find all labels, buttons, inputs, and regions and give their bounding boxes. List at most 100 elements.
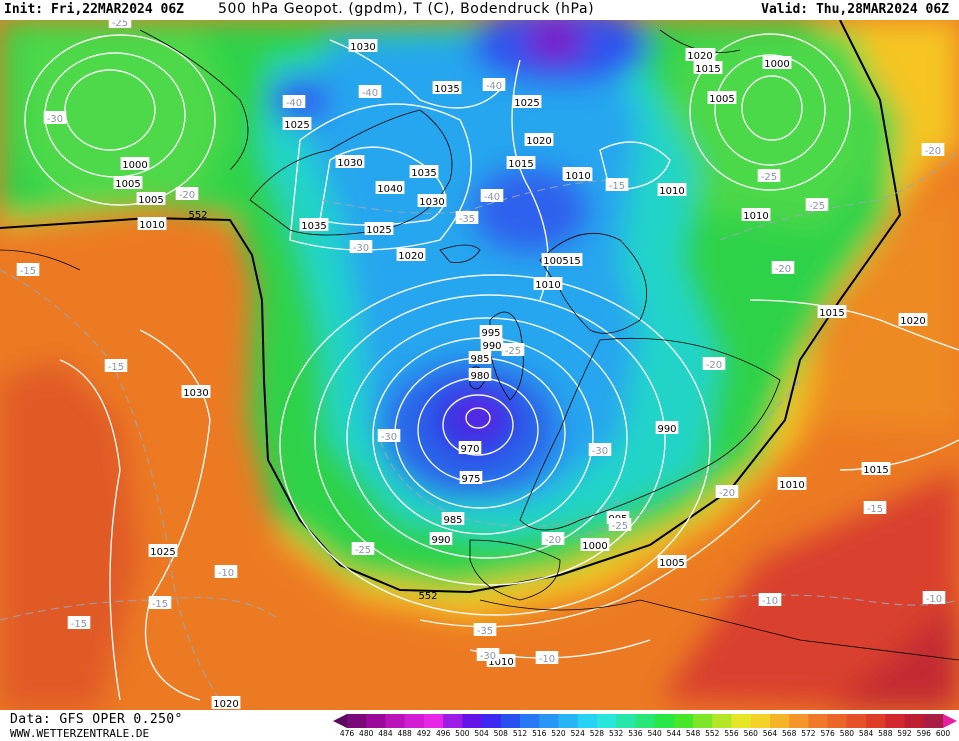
scale-swatch: [750, 714, 771, 728]
scale-swatch: [500, 714, 521, 728]
svg-text:-40: -40: [286, 98, 302, 109]
valid-time: Valid: Thu,28MAR2024 06Z: [761, 2, 949, 17]
svg-text:-15: -15: [108, 362, 124, 373]
scale-swatch: [347, 714, 367, 728]
svg-text:-40: -40: [362, 88, 378, 99]
svg-text:-15: -15: [152, 599, 168, 610]
scale-tick-label: 492: [416, 729, 432, 738]
scale-swatch: [827, 714, 848, 728]
svg-text:1035: 1035: [411, 168, 436, 179]
scale-swatch: [673, 714, 694, 728]
svg-text:970: 970: [460, 444, 479, 455]
data-source-label: Data: GFS OPER 0.250°: [10, 712, 183, 727]
geopotential-label: 552: [188, 210, 207, 221]
isobar-label: 1010: [533, 277, 563, 291]
isotherm-label: -30: [43, 111, 67, 125]
svg-text:995: 995: [481, 328, 500, 339]
svg-text:1005: 1005: [543, 256, 568, 267]
isobar-label: 1015: [693, 61, 723, 75]
isobar-label: 1010: [777, 477, 807, 491]
isobar-label: 990: [429, 532, 453, 546]
svg-text:-25: -25: [355, 545, 371, 556]
init-time: Init: Fri,22MAR2024 06Z: [4, 2, 185, 17]
svg-text:980: 980: [470, 371, 489, 382]
svg-text:-40: -40: [486, 81, 502, 92]
svg-text:1015: 1015: [863, 465, 888, 476]
scale-swatch: [712, 714, 733, 728]
scale-tick-label: 596: [916, 729, 931, 738]
isobar-label: 1025: [282, 117, 312, 131]
isobar-label: 1015: [506, 156, 536, 170]
isotherm-label: -20: [921, 143, 945, 157]
isotherm-label: -15: [67, 616, 91, 630]
svg-text:-10: -10: [762, 596, 778, 607]
isotherm-label: -40: [482, 78, 506, 92]
scale-swatch: [616, 714, 636, 728]
scale-tick-label: 500: [455, 729, 470, 738]
svg-text:-15: -15: [867, 504, 883, 515]
isobar-label: 1035: [299, 218, 329, 232]
isotherm-label: -20: [715, 485, 739, 499]
isobar-label: 1040: [375, 181, 405, 195]
scale-tick-label: 532: [608, 729, 624, 738]
svg-text:1010: 1010: [535, 280, 560, 291]
scale-tick-label: 572: [801, 729, 816, 738]
svg-text:-35: -35: [477, 626, 493, 637]
svg-text:990: 990: [657, 424, 676, 435]
isobar-label: 1025: [512, 95, 542, 109]
scale-tick-label: 528: [589, 729, 605, 738]
svg-text:1005: 1005: [659, 558, 684, 569]
map-canvas: 1030 1035 1025 1030 1035 1040 1030 1035 1025 1020…: [0, 20, 959, 710]
isotherm-label: -20: [771, 261, 795, 275]
isobar-label: 1005: [657, 555, 687, 569]
isobar-label: 1005: [707, 91, 737, 105]
scale-tick-label: 484: [378, 729, 393, 738]
svg-text:-15: -15: [609, 181, 625, 192]
svg-text:-25: -25: [809, 201, 825, 212]
scale-tick-label: 488: [397, 729, 412, 738]
svg-text:1035: 1035: [301, 221, 326, 232]
scale-swatch: [769, 714, 790, 728]
isotherm-label: -30: [377, 429, 401, 443]
svg-text:1020: 1020: [213, 699, 238, 710]
svg-text:1010: 1010: [743, 211, 768, 222]
svg-text:1015: 1015: [508, 159, 533, 170]
scale-swatch: [481, 714, 502, 728]
isotherm-label: -20: [541, 532, 565, 546]
scale-swatch: [654, 714, 675, 728]
svg-text:-30: -30: [47, 114, 63, 125]
scale-swatch: [866, 714, 886, 728]
svg-text:1030: 1030: [337, 158, 362, 169]
svg-text:-25: -25: [612, 521, 628, 532]
scale-swatch: [885, 714, 906, 728]
scale-tick-label: 556: [724, 729, 739, 738]
scale-arrow-low: [333, 714, 347, 728]
isotherm-label: -10: [535, 651, 559, 665]
isobar-label: 1015: [861, 462, 891, 476]
scale-tick-label: 516: [532, 729, 547, 738]
svg-text:1020: 1020: [687, 51, 712, 62]
isotherm-label: -40: [358, 85, 382, 99]
scale-swatch: [904, 714, 925, 728]
svg-text:1010: 1010: [565, 171, 590, 182]
map-title: 500 hPa Geopot. (gpdm), T (C), Bodendruc…: [218, 1, 595, 17]
svg-text:1020: 1020: [900, 316, 925, 327]
svg-text:-20: -20: [719, 488, 735, 499]
scale-tick-label: 564: [762, 729, 778, 738]
isobar-label: 1025: [364, 222, 394, 236]
scale-tick-label: 560: [743, 729, 758, 738]
svg-text:1015: 1015: [819, 308, 844, 319]
scale-swatch: [577, 714, 598, 728]
svg-text:985: 985: [470, 354, 489, 365]
svg-text:-15: -15: [20, 266, 36, 277]
isobar-label: 1020: [898, 313, 928, 327]
svg-text:-20: -20: [179, 190, 195, 201]
isobar-label: 970: [458, 441, 482, 455]
isotherm-label: -25: [805, 198, 829, 212]
scale-swatch: [520, 714, 540, 728]
scale-tick-label: 508: [493, 729, 508, 738]
scale-swatch: [731, 714, 752, 728]
scale-swatch: [808, 714, 829, 728]
svg-text:1020: 1020: [398, 251, 423, 262]
svg-text:-25: -25: [112, 20, 128, 29]
